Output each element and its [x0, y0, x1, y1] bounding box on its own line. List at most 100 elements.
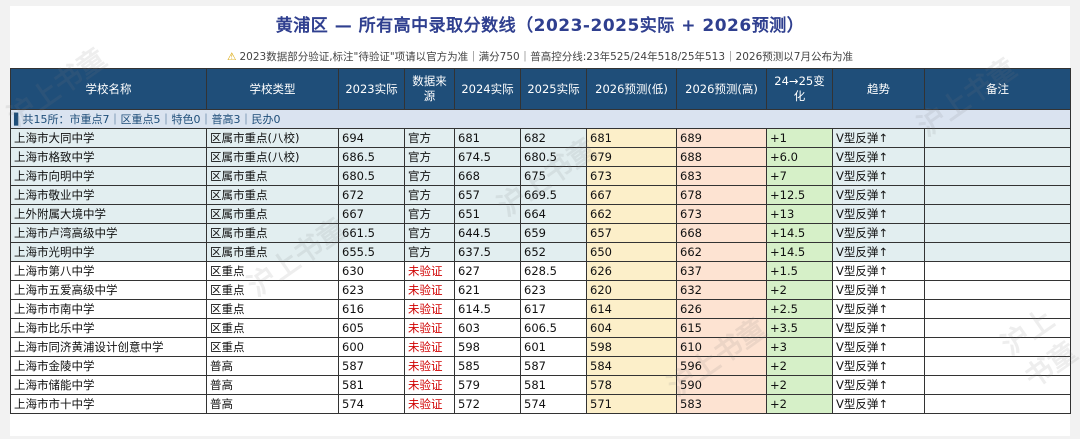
cell-source: 未验证 [404, 375, 455, 395]
cell-type: 普高 [206, 375, 339, 395]
cell-low: 598 [586, 337, 677, 357]
cell-remark [924, 166, 1071, 186]
cell-high: 689 [676, 128, 767, 148]
cell-source: 未验证 [404, 394, 455, 414]
cell-remark [924, 185, 1071, 205]
group-summary-row: ▌共15所：市重点7｜区重点5｜特色0｜普高3｜民办0 [10, 109, 1071, 129]
page-title: 黄浦区 — 所有高中录取分数线（2023-2025实际 + 2026预测） [275, 16, 805, 36]
cell-y2025: 601 [520, 337, 587, 357]
cell-y2023: 667 [338, 204, 405, 224]
cell-trend: V型反弹↑ [832, 337, 925, 357]
cell-source: 未验证 [404, 280, 455, 300]
column-header: 学校名称 [10, 68, 207, 110]
table-row: 上海市敬业中学 区属市重点 672 官方 657 669.5 667 678 +12.5 V型反弹… [10, 185, 1071, 205]
cell-low: 679 [586, 147, 677, 167]
cell-high: 673 [676, 204, 767, 224]
cell-y2023: 616 [338, 299, 405, 319]
cell-y2023: 655.5 [338, 242, 405, 262]
table-row: 上海市同济黄浦设计创意中学 区重点 600 未验证 598 601 598 610 +3 V型反弹… [10, 337, 1071, 357]
cell-name: 上海市格致中学 [10, 147, 207, 167]
cell-remark [924, 261, 1071, 281]
cell-change: +1 [766, 128, 833, 148]
warning-icon: ⚠ [227, 51, 237, 63]
column-header: 2026预测(低) [586, 68, 677, 110]
cell-type: 区重点 [206, 337, 339, 357]
cell-y2024: 572 [454, 394, 521, 414]
cell-y2024: 657 [454, 185, 521, 205]
cell-low: 662 [586, 204, 677, 224]
cell-low: 604 [586, 318, 677, 338]
cell-remark [924, 299, 1071, 319]
cell-y2025: 680.5 [520, 147, 587, 167]
cell-name: 上外附属大境中学 [10, 204, 207, 224]
cell-y2025: 669.5 [520, 185, 587, 205]
cell-low: 584 [586, 356, 677, 376]
cell-remark [924, 242, 1071, 262]
note-text: 2023数据部分验证,标注"待验证"项请以官方为准｜满分750｜普高控分线:23… [239, 51, 853, 63]
cell-trend: V型反弹↑ [832, 356, 925, 376]
cell-source: 未验证 [404, 261, 455, 281]
cell-remark [924, 356, 1071, 376]
cell-change: +2 [766, 375, 833, 395]
cell-high: 615 [676, 318, 767, 338]
cell-name: 上海市向明中学 [10, 166, 207, 186]
cell-remark [924, 337, 1071, 357]
cell-low: 667 [586, 185, 677, 205]
cell-type: 区属市重点 [206, 185, 339, 205]
cell-y2025: 581 [520, 375, 587, 395]
cell-remark [924, 128, 1071, 148]
cell-type: 普高 [206, 394, 339, 414]
cell-name: 上海市金陵中学 [10, 356, 207, 376]
cell-change: +6.0 [766, 147, 833, 167]
cell-remark [924, 223, 1071, 243]
cell-high: 583 [676, 394, 767, 414]
cell-y2023: 630 [338, 261, 405, 281]
cell-y2025: 652 [520, 242, 587, 262]
column-header: 24→25变化 [766, 68, 833, 110]
group-summary: ▌共15所：市重点7｜区重点5｜特色0｜普高3｜民办0 [10, 109, 1071, 129]
cell-high: 632 [676, 280, 767, 300]
cell-y2025: 587 [520, 356, 587, 376]
cell-change: +14.5 [766, 223, 833, 243]
cell-type: 区属市重点 [206, 223, 339, 243]
cell-name: 上海市市十中学 [10, 394, 207, 414]
cell-high: 610 [676, 337, 767, 357]
cell-name: 上海市比乐中学 [10, 318, 207, 338]
score-table: 学校名称 学校类型 2023实际 数据来源 2024实际 2025实际 2026预测(低) 2… [10, 68, 1071, 414]
table-row: 上外附属大境中学 区属市重点 667 官方 651 664 662 673 +13 V型反弹↑ [10, 204, 1071, 224]
cell-y2025: 617 [520, 299, 587, 319]
cell-y2025: 623 [520, 280, 587, 300]
column-header: 学校类型 [206, 68, 339, 110]
cell-y2025: 664 [520, 204, 587, 224]
cell-change: +7 [766, 166, 833, 186]
cell-change: +1.5 [766, 261, 833, 281]
cell-y2023: 661.5 [338, 223, 405, 243]
cell-source: 官方 [404, 128, 455, 148]
cell-y2023: 605 [338, 318, 405, 338]
cell-low: 620 [586, 280, 677, 300]
cell-remark [924, 280, 1071, 300]
cell-source: 官方 [404, 166, 455, 186]
cell-remark [924, 375, 1071, 395]
table-row: 上海市金陵中学 普高 587 未验证 585 587 584 596 +2 V型反弹↑ [10, 356, 1071, 376]
cell-y2025: 606.5 [520, 318, 587, 338]
cell-name: 上海市市南中学 [10, 299, 207, 319]
cell-name: 上海市储能中学 [10, 375, 207, 395]
cell-high: 662 [676, 242, 767, 262]
cell-source: 未验证 [404, 318, 455, 338]
cell-y2024: 681 [454, 128, 521, 148]
cell-y2023: 680.5 [338, 166, 405, 186]
cell-y2025: 682 [520, 128, 587, 148]
cell-low: 571 [586, 394, 677, 414]
cell-remark [924, 318, 1071, 338]
cell-trend: V型反弹↑ [832, 280, 925, 300]
cell-y2023: 600 [338, 337, 405, 357]
cell-y2023: 686.5 [338, 147, 405, 167]
cell-y2023: 574 [338, 394, 405, 414]
cell-change: +2 [766, 394, 833, 414]
cell-y2023: 581 [338, 375, 405, 395]
cell-high: 678 [676, 185, 767, 205]
cell-source: 未验证 [404, 299, 455, 319]
cell-high: 590 [676, 375, 767, 395]
cell-y2024: 637.5 [454, 242, 521, 262]
